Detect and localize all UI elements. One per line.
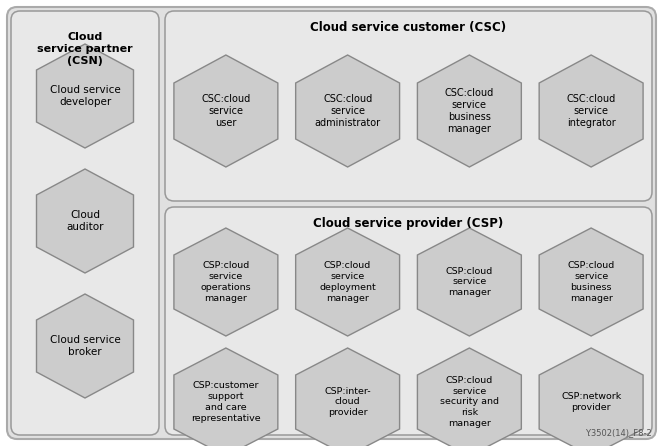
Text: Y.3502(14)_F8-2: Y.3502(14)_F8-2 — [585, 428, 652, 437]
Text: Cloud service
developer: Cloud service developer — [50, 85, 121, 107]
Polygon shape — [418, 228, 521, 336]
Text: CSP:cloud
service
business
manager: CSP:cloud service business manager — [568, 261, 615, 303]
Polygon shape — [539, 228, 643, 336]
Polygon shape — [296, 228, 400, 336]
FancyBboxPatch shape — [11, 11, 159, 435]
Polygon shape — [296, 55, 400, 167]
Text: Cloud
service partner
(CSN): Cloud service partner (CSN) — [37, 33, 133, 66]
FancyBboxPatch shape — [165, 207, 652, 435]
Text: Cloud service
broker: Cloud service broker — [50, 335, 121, 357]
Text: CSP:cloud
service
deployment
manager: CSP:cloud service deployment manager — [320, 261, 376, 303]
Text: CSC:cloud
service
user: CSC:cloud service user — [202, 94, 251, 128]
Text: CSC:cloud
service
integrator: CSC:cloud service integrator — [566, 94, 616, 128]
Polygon shape — [539, 55, 643, 167]
Polygon shape — [539, 348, 643, 446]
Polygon shape — [36, 169, 133, 273]
Text: CSP:customer
support
and care
representative: CSP:customer support and care representa… — [191, 381, 261, 423]
Text: CSP:cloud
service
manager: CSP:cloud service manager — [446, 267, 493, 297]
Text: Cloud service provider (CSP): Cloud service provider (CSP) — [314, 216, 504, 230]
Text: CSP:inter-
cloud
provider: CSP:inter- cloud provider — [324, 387, 371, 417]
Polygon shape — [174, 348, 278, 446]
Text: CSC:cloud
service
administrator: CSC:cloud service administrator — [314, 94, 381, 128]
FancyBboxPatch shape — [165, 11, 652, 201]
Polygon shape — [36, 294, 133, 398]
Polygon shape — [296, 348, 400, 446]
Polygon shape — [418, 348, 521, 446]
Text: Cloud
auditor: Cloud auditor — [66, 210, 103, 232]
Text: CSP:network
provider: CSP:network provider — [561, 392, 621, 412]
Polygon shape — [174, 228, 278, 336]
Text: Cloud service customer (CSC): Cloud service customer (CSC) — [310, 21, 507, 33]
Text: CSP:cloud
service
operations
manager: CSP:cloud service operations manager — [201, 261, 251, 303]
Text: CSC:cloud
service
business
manager: CSC:cloud service business manager — [445, 88, 494, 134]
Polygon shape — [418, 55, 521, 167]
FancyBboxPatch shape — [7, 7, 656, 439]
Polygon shape — [174, 55, 278, 167]
Polygon shape — [36, 44, 133, 148]
Text: CSP:cloud
service
security and
risk
manager: CSP:cloud service security and risk mana… — [440, 376, 499, 428]
